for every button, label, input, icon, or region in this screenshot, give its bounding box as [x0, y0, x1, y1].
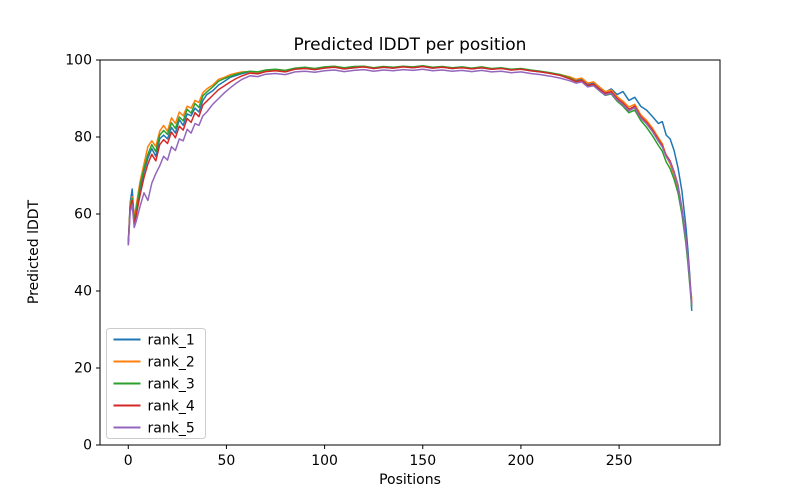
chart-title: Predicted lDDT per position	[294, 35, 527, 55]
plot-frame	[99, 59, 721, 446]
series-line-rank_3	[127, 65, 693, 308]
x-tick-label: 50	[218, 453, 236, 469]
y-tick-label: 60	[74, 206, 92, 222]
x-tick-label: 150	[409, 453, 436, 469]
series-line-rank_2	[127, 65, 693, 300]
x-tick-label: 250	[606, 453, 633, 469]
legend: rank_1 rank_2 rank_3 rank_4 rank_5	[106, 328, 206, 439]
legend-entry-rank_4: rank_4	[148, 398, 195, 414]
y-tick-label: 20	[74, 360, 92, 376]
y-tick-label: 40	[74, 283, 92, 299]
series-line-rank_4	[127, 65, 693, 304]
legend-entry-rank_2: rank_2	[148, 354, 195, 370]
legend-entry-rank_3: rank_3	[148, 376, 195, 392]
x-tick-label: 0	[124, 453, 133, 469]
y-axis-label: Predicted lDDT	[26, 199, 42, 304]
x-tick-label: 100	[311, 453, 338, 469]
y-tick-label: 100	[65, 52, 92, 68]
legend-entry-rank_5: rank_5	[148, 420, 195, 436]
x-tick-label: 200	[508, 453, 535, 469]
series-line-rank_1	[127, 65, 693, 312]
series-line-rank_5	[127, 68, 693, 306]
series-lines	[127, 65, 693, 312]
legend-entry-rank_1: rank_1	[148, 332, 195, 348]
y-tick-label: 80	[74, 129, 92, 145]
x-axis-label: Positions	[379, 472, 441, 488]
y-tick-label: 0	[83, 437, 92, 453]
legend-box	[106, 328, 206, 439]
axis-ticks: 0 50 100 150 200 250 0 20 40 60 80 100	[65, 52, 632, 469]
